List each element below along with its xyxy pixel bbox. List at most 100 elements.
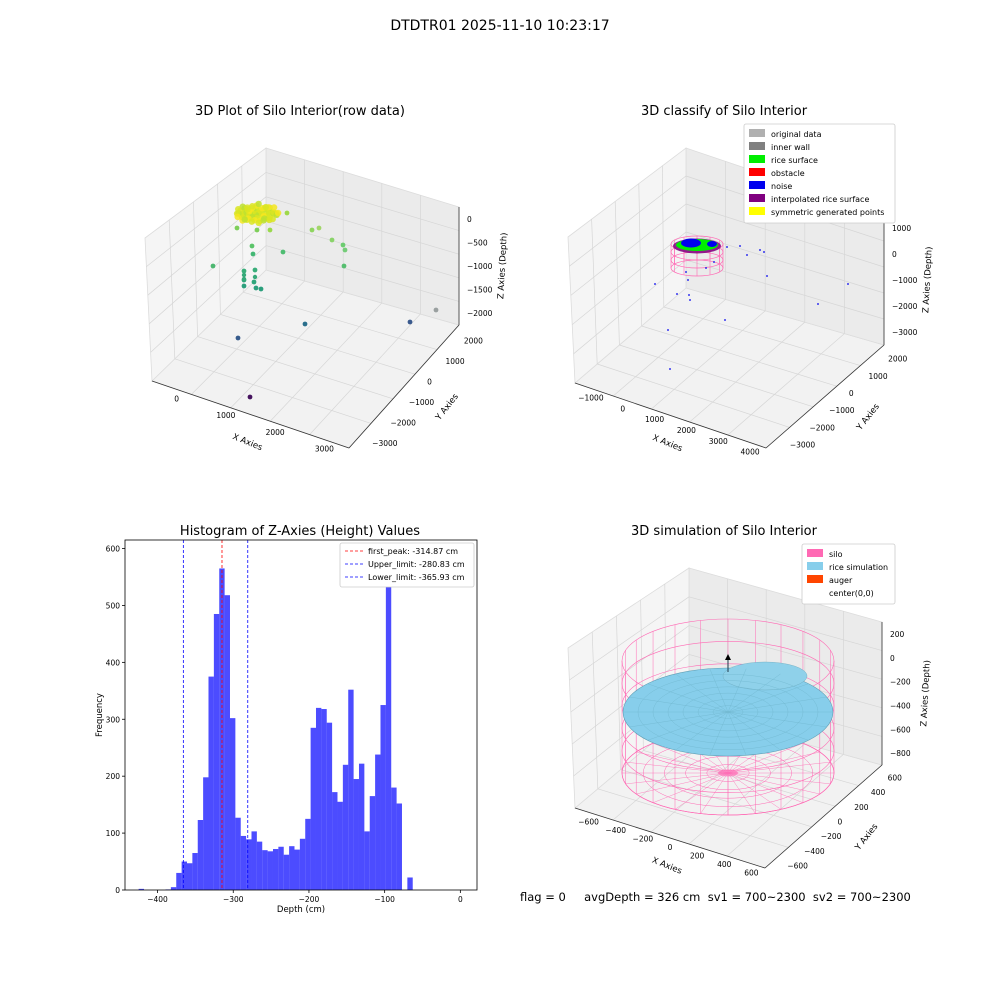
data-point — [248, 218, 256, 225]
histogram-legend-label: Lower_limit: -365.93 cm — [368, 573, 465, 582]
classify-legend-swatch — [749, 168, 765, 176]
y-tick-label: 400 — [106, 658, 121, 667]
data-point — [249, 203, 256, 210]
z-tick-label: −500 — [467, 238, 488, 247]
grid-line — [726, 754, 844, 857]
simulation-legend-swatch — [807, 575, 823, 583]
classify-legend-swatch — [749, 194, 765, 202]
x-axis-line — [574, 382, 767, 449]
histogram-bar — [364, 831, 370, 890]
panel-classify-3d: −100001000200030004000−3000−2000−1000010… — [567, 123, 935, 457]
z-tick-label: −200 — [890, 678, 911, 687]
y-tick-label: −2000 — [810, 423, 836, 432]
x-tick-label: −200 — [299, 895, 320, 904]
noise-point — [847, 283, 849, 285]
grid-line — [688, 743, 806, 845]
silo-bottom-spoke — [636, 751, 729, 774]
grid-line — [663, 306, 861, 366]
histogram-bar — [348, 689, 354, 890]
silo-bottom-center — [718, 769, 738, 777]
y-tick-label: 500 — [106, 601, 121, 610]
data-point — [255, 219, 262, 227]
grid-line — [269, 302, 383, 422]
grid-line — [220, 314, 416, 375]
rice-mesh-line — [727, 711, 747, 756]
grid-line — [168, 219, 176, 359]
data-point — [270, 204, 278, 211]
grid-line — [174, 358, 372, 424]
data-point — [234, 213, 241, 221]
data-point — [329, 237, 335, 243]
x-tick-label: 400 — [717, 860, 732, 869]
data-point — [262, 203, 269, 211]
z-tick-label: −1500 — [467, 286, 493, 295]
histogram-bar — [299, 838, 306, 890]
classify-legend-swatch — [749, 129, 765, 137]
histogram-bar — [396, 803, 402, 890]
data-point — [235, 205, 242, 213]
simulation-legend-label: auger — [829, 576, 853, 585]
silo-bottom-spoke — [625, 772, 729, 785]
grid-line — [265, 245, 460, 302]
panel-raw-3d: 0 1000 2000 3000 −3000 −2000 −1000 0 1000 2000 −20… — [144, 147, 510, 454]
histogram-bar — [181, 861, 187, 890]
histogram-bar — [256, 841, 263, 890]
data-point — [309, 227, 315, 233]
z-tick-label: −3000 — [892, 328, 918, 337]
histogram-bar — [208, 676, 214, 890]
histogram-bar — [251, 831, 257, 890]
noise-point — [724, 319, 726, 321]
y-tick-label: 0 — [115, 886, 120, 895]
z-axis-label: Z Axies (Depth) — [919, 660, 932, 727]
y-tick-label: −3000 — [790, 440, 816, 449]
grid-line — [265, 196, 460, 255]
classify-legend-swatch — [749, 142, 765, 150]
data-point — [280, 249, 286, 255]
simulation-legend-swatch — [807, 588, 823, 596]
back-pane-left — [567, 567, 690, 809]
grid-line — [689, 321, 806, 423]
rice-mesh-line — [727, 683, 809, 713]
x-tick-label: −400 — [605, 826, 626, 835]
x-tick-label: 0 — [620, 404, 625, 413]
panel1-title: 3D Plot of Silo Interior(row data) — [195, 104, 405, 119]
noise-point — [746, 254, 748, 256]
grid-line — [597, 363, 790, 428]
histogram-legend-label: first_peak: -314.87 cm — [368, 547, 458, 556]
grid-line — [638, 183, 642, 327]
grid-line — [148, 220, 267, 325]
grid-line — [614, 201, 620, 346]
data-point — [267, 227, 273, 233]
histogram-bar — [272, 849, 279, 890]
noise-point — [688, 294, 690, 296]
histogram-bar — [278, 846, 284, 890]
rice-mesh-line — [709, 711, 729, 756]
data-point — [302, 321, 308, 327]
grid-line — [265, 172, 460, 231]
panel-simulation-3d: −600−400−2000200400600−600−400−200020040… — [567, 543, 933, 878]
silo-bottom-spoke — [727, 761, 831, 774]
silo-bottom-spoke — [625, 761, 729, 774]
grid-line — [591, 631, 599, 789]
simulation-legend-swatch — [807, 549, 823, 557]
classify-legend-label: interpolated rice surface — [771, 195, 869, 204]
grid-line — [150, 245, 267, 353]
rice-mesh-line — [727, 711, 809, 741]
grid-line — [569, 175, 687, 267]
data-point — [247, 394, 253, 400]
grid-line — [265, 220, 460, 279]
grid-line — [662, 165, 665, 308]
x-tick-label: −300 — [223, 895, 244, 904]
noise-point — [667, 329, 669, 331]
data-point — [252, 274, 258, 280]
data-point — [258, 286, 264, 292]
back-pane-left — [144, 147, 267, 382]
noise-point — [654, 283, 656, 285]
histogram-bar — [310, 727, 316, 890]
noise-point — [685, 271, 687, 273]
panel2-title: 3D classify of Silo Interior — [640, 104, 808, 119]
histogram-bar — [235, 817, 241, 890]
x-tick-label: 0 — [458, 895, 463, 904]
simulation-legend-label: silo — [829, 550, 843, 559]
rice-mesh-line — [727, 673, 781, 713]
